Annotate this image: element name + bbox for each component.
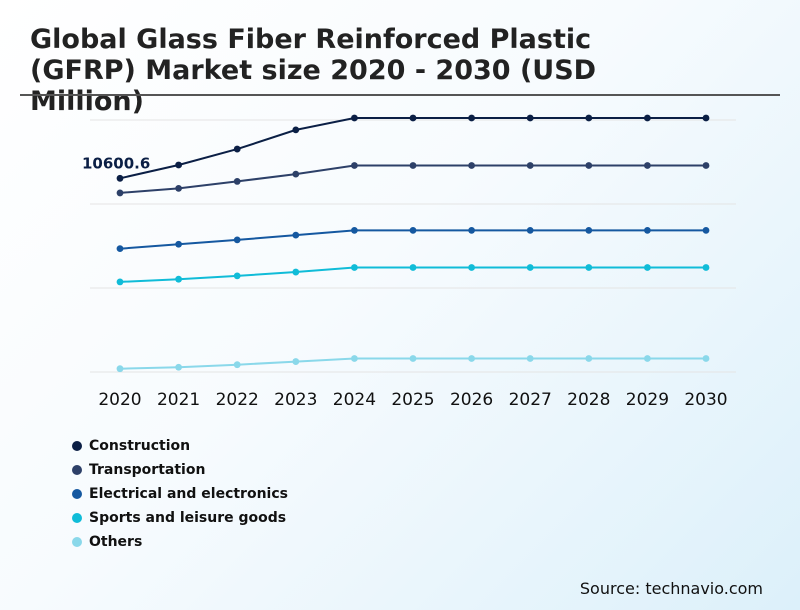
legend-label: Transportation bbox=[89, 462, 206, 478]
data-point-transportation bbox=[526, 162, 534, 169]
data-point-electrical-and-electronics bbox=[175, 240, 183, 248]
legend-marker bbox=[72, 489, 82, 499]
data-point-transportation bbox=[116, 189, 124, 197]
data-point-sports-and-leisure-goods bbox=[644, 264, 651, 271]
data-point-others bbox=[468, 355, 475, 362]
data-point-construction bbox=[116, 174, 124, 182]
data-point-construction bbox=[468, 114, 475, 122]
data-point-sports-and-leisure-goods bbox=[702, 264, 710, 271]
data-point-transportation bbox=[233, 178, 241, 185]
x-tick-label: 2027 bbox=[509, 390, 552, 410]
data-point-electrical-and-electronics bbox=[468, 226, 475, 234]
legend-marker bbox=[72, 465, 82, 475]
legend-item-transportation: Transportation bbox=[72, 458, 288, 482]
legend-item-electrical-and-electronics: Electrical and electronics bbox=[72, 482, 288, 506]
data-point-electrical-and-electronics bbox=[116, 245, 124, 253]
data-label: 10600.6 bbox=[82, 154, 150, 172]
data-point-transportation bbox=[292, 170, 300, 178]
data-point-transportation bbox=[585, 162, 593, 169]
data-point-construction bbox=[292, 126, 300, 134]
legend-item-construction: Construction bbox=[72, 434, 288, 458]
data-point-transportation bbox=[175, 184, 183, 192]
data-point-others bbox=[585, 355, 593, 362]
legend-label: Others bbox=[89, 534, 143, 550]
data-point-electrical-and-electronics bbox=[526, 226, 534, 234]
data-point-others bbox=[409, 355, 417, 362]
series-lines bbox=[116, 114, 710, 373]
data-point-construction bbox=[702, 114, 710, 122]
chart-labels: 2020 2021 2022 2023 2024 2025 2026 2027 2028 2029… bbox=[82, 154, 728, 410]
x-tick-label: 2029 bbox=[626, 390, 669, 410]
data-point-electrical-and-electronics bbox=[233, 236, 241, 244]
data-point-construction bbox=[644, 114, 651, 122]
x-tick-label: 2022 bbox=[216, 390, 259, 410]
data-point-construction bbox=[409, 114, 417, 122]
source-credit: Source: technavio.com bbox=[579, 579, 763, 598]
data-point-others bbox=[702, 355, 710, 362]
legend-label: Sports and leisure goods bbox=[89, 510, 287, 526]
data-point-construction bbox=[585, 114, 593, 122]
data-point-others bbox=[116, 365, 124, 373]
legend-marker bbox=[72, 513, 82, 523]
data-point-electrical-and-electronics bbox=[409, 226, 417, 234]
x-tick-label: 2021 bbox=[157, 390, 200, 410]
x-tick-label: 2025 bbox=[391, 390, 434, 410]
data-point-sports-and-leisure-goods bbox=[585, 264, 593, 271]
x-tick-label: 2020 bbox=[98, 390, 141, 410]
data-point-others bbox=[233, 361, 241, 369]
data-point-others bbox=[526, 355, 534, 362]
chart-title: Global Glass Fiber Reinforced Plastic (G… bbox=[30, 24, 597, 117]
data-point-others bbox=[351, 355, 358, 362]
series-line-construction bbox=[119, 117, 706, 180]
data-point-sports-and-leisure-goods bbox=[292, 268, 300, 276]
data-point-electrical-and-electronics bbox=[702, 226, 710, 234]
x-tick-label: 2028 bbox=[567, 390, 610, 410]
x-tick-label: 2030 bbox=[684, 390, 727, 410]
legend-label: Electrical and electronics bbox=[89, 486, 288, 502]
data-point-electrical-and-electronics bbox=[585, 226, 593, 234]
data-point-sports-and-leisure-goods bbox=[351, 264, 358, 271]
x-tick-label: 2023 bbox=[274, 390, 317, 410]
legend-label: Construction bbox=[89, 438, 191, 454]
data-point-sports-and-leisure-goods bbox=[116, 278, 124, 286]
legend-item-sports-and-leisure-goods: Sports and leisure goods bbox=[72, 506, 288, 530]
legend-item-others: Others bbox=[72, 530, 288, 554]
data-point-transportation bbox=[351, 162, 358, 169]
data-point-construction bbox=[351, 114, 358, 122]
data-point-electrical-and-electronics bbox=[351, 226, 358, 234]
data-point-electrical-and-electronics bbox=[644, 226, 651, 234]
data-point-sports-and-leisure-goods bbox=[526, 264, 534, 271]
title-divider bbox=[20, 94, 780, 96]
x-tick-label: 2026 bbox=[450, 390, 493, 410]
data-point-transportation bbox=[409, 162, 417, 169]
x-tick-label: 2024 bbox=[333, 390, 376, 410]
gridlines bbox=[90, 119, 736, 373]
data-point-construction bbox=[526, 114, 534, 122]
data-point-transportation bbox=[468, 162, 475, 169]
data-point-others bbox=[644, 355, 651, 362]
data-point-others bbox=[175, 363, 183, 371]
legend: Construction Transportation Electrical a… bbox=[72, 434, 288, 554]
legend-marker bbox=[72, 441, 82, 451]
data-point-transportation bbox=[702, 162, 710, 169]
data-point-others bbox=[292, 358, 300, 365]
series-line-transportation bbox=[119, 164, 706, 194]
data-point-sports-and-leisure-goods bbox=[175, 275, 183, 283]
data-point-sports-and-leisure-goods bbox=[409, 264, 417, 271]
data-point-sports-and-leisure-goods bbox=[468, 264, 475, 271]
data-point-electrical-and-electronics bbox=[292, 231, 300, 239]
legend-marker bbox=[72, 537, 82, 547]
data-point-sports-and-leisure-goods bbox=[233, 272, 241, 280]
data-point-transportation bbox=[644, 162, 651, 169]
data-point-construction bbox=[233, 145, 241, 153]
data-point-construction bbox=[175, 161, 183, 169]
